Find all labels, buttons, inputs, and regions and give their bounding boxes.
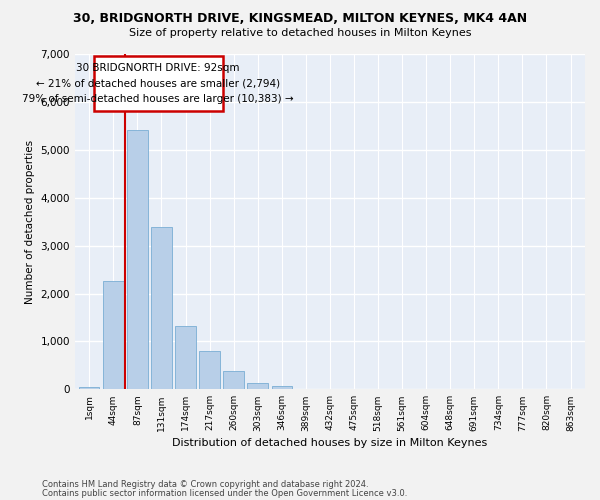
Text: 30 BRIDGNORTH DRIVE: 92sqm: 30 BRIDGNORTH DRIVE: 92sqm <box>76 63 240 73</box>
Bar <box>223 371 244 390</box>
X-axis label: Distribution of detached houses by size in Milton Keynes: Distribution of detached houses by size … <box>172 438 488 448</box>
Text: Size of property relative to detached houses in Milton Keynes: Size of property relative to detached ho… <box>129 28 471 38</box>
Bar <box>103 280 124 390</box>
Text: 30, BRIDGNORTH DRIVE, KINGSMEAD, MILTON KEYNES, MK4 4AN: 30, BRIDGNORTH DRIVE, KINGSMEAD, MILTON … <box>73 12 527 25</box>
Bar <box>175 326 196 390</box>
Bar <box>79 386 100 390</box>
FancyBboxPatch shape <box>94 56 223 110</box>
Text: ← 21% of detached houses are smaller (2,794): ← 21% of detached houses are smaller (2,… <box>36 78 280 88</box>
Bar <box>199 351 220 390</box>
Bar <box>127 130 148 390</box>
Text: Contains public sector information licensed under the Open Government Licence v3: Contains public sector information licen… <box>42 488 407 498</box>
Bar <box>272 386 292 390</box>
Text: 79% of semi-detached houses are larger (10,383) →: 79% of semi-detached houses are larger (… <box>22 94 294 104</box>
Text: Contains HM Land Registry data © Crown copyright and database right 2024.: Contains HM Land Registry data © Crown c… <box>42 480 368 489</box>
Bar <box>247 383 268 390</box>
Bar <box>151 228 172 390</box>
Y-axis label: Number of detached properties: Number of detached properties <box>25 140 35 304</box>
